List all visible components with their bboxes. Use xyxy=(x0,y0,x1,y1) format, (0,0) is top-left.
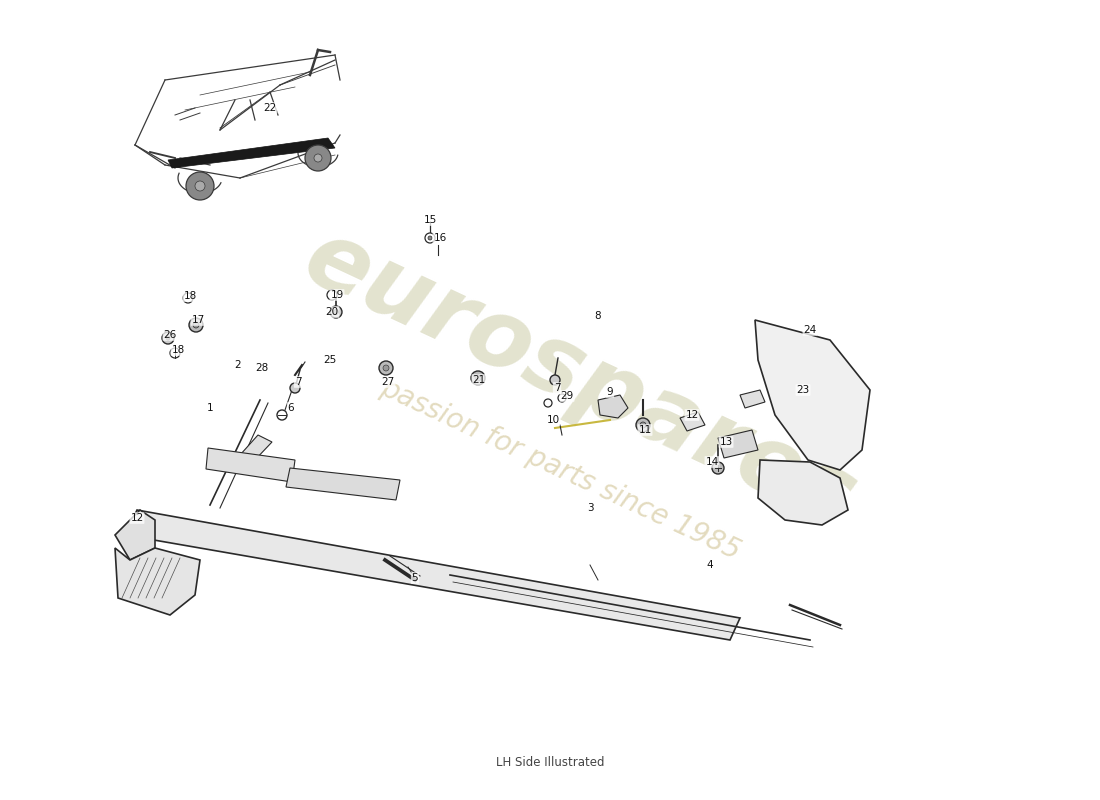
Circle shape xyxy=(162,332,174,344)
Polygon shape xyxy=(718,430,758,458)
Text: passion for parts since 1985: passion for parts since 1985 xyxy=(376,374,745,566)
Text: 8: 8 xyxy=(595,311,602,321)
Text: 24: 24 xyxy=(803,325,816,335)
Text: 14: 14 xyxy=(705,457,718,467)
Text: 6: 6 xyxy=(288,403,295,413)
Text: 13: 13 xyxy=(719,437,733,447)
Text: 29: 29 xyxy=(560,391,573,401)
Text: LH Side Illustrated: LH Side Illustrated xyxy=(496,755,604,769)
Circle shape xyxy=(327,290,337,300)
Circle shape xyxy=(170,348,180,358)
Text: 22: 22 xyxy=(263,103,276,113)
Circle shape xyxy=(290,383,300,393)
Text: 25: 25 xyxy=(323,355,337,365)
Circle shape xyxy=(428,236,432,240)
Circle shape xyxy=(544,399,552,407)
Text: 12: 12 xyxy=(685,410,698,420)
Circle shape xyxy=(636,418,650,432)
Text: 20: 20 xyxy=(326,307,339,317)
Text: eurospares: eurospares xyxy=(289,212,870,548)
Polygon shape xyxy=(116,510,155,560)
Circle shape xyxy=(558,394,566,402)
Circle shape xyxy=(314,154,322,162)
Text: 12: 12 xyxy=(131,513,144,523)
Circle shape xyxy=(379,361,393,375)
Polygon shape xyxy=(680,412,705,431)
Circle shape xyxy=(475,375,481,381)
Circle shape xyxy=(383,365,389,371)
Text: 18: 18 xyxy=(184,291,197,301)
Polygon shape xyxy=(598,395,628,418)
Circle shape xyxy=(712,462,724,474)
Text: 9: 9 xyxy=(607,387,614,397)
Text: 19: 19 xyxy=(330,290,343,300)
Circle shape xyxy=(305,145,331,171)
Polygon shape xyxy=(286,468,400,500)
Text: 7: 7 xyxy=(295,377,301,387)
Circle shape xyxy=(550,375,560,385)
Polygon shape xyxy=(740,390,764,408)
Circle shape xyxy=(186,172,214,200)
Circle shape xyxy=(166,336,170,340)
Text: 26: 26 xyxy=(164,330,177,340)
Text: 2: 2 xyxy=(234,360,241,370)
Polygon shape xyxy=(125,510,740,640)
Circle shape xyxy=(183,293,192,303)
Text: 23: 23 xyxy=(796,385,810,395)
Circle shape xyxy=(425,233,435,243)
Text: 27: 27 xyxy=(382,377,395,387)
Circle shape xyxy=(640,422,646,428)
Text: 7: 7 xyxy=(553,383,560,393)
Text: 5: 5 xyxy=(411,573,418,583)
Text: 15: 15 xyxy=(424,215,437,225)
Circle shape xyxy=(330,306,342,318)
Polygon shape xyxy=(758,460,848,525)
Text: 11: 11 xyxy=(638,425,651,435)
Text: 17: 17 xyxy=(191,315,205,325)
Text: 3: 3 xyxy=(586,503,593,513)
Text: 16: 16 xyxy=(433,233,447,243)
Circle shape xyxy=(277,410,287,420)
Polygon shape xyxy=(116,548,200,615)
Polygon shape xyxy=(168,138,336,168)
Polygon shape xyxy=(755,320,870,470)
Circle shape xyxy=(189,318,204,332)
Text: 28: 28 xyxy=(255,363,268,373)
Circle shape xyxy=(471,371,485,385)
Text: 18: 18 xyxy=(172,345,185,355)
Text: 1: 1 xyxy=(207,403,213,413)
Polygon shape xyxy=(240,435,272,462)
Text: 21: 21 xyxy=(472,375,485,385)
Circle shape xyxy=(333,310,339,314)
Text: 4: 4 xyxy=(706,560,713,570)
Polygon shape xyxy=(206,448,295,482)
Circle shape xyxy=(192,322,199,328)
Text: 10: 10 xyxy=(547,415,560,425)
Circle shape xyxy=(195,181,205,191)
